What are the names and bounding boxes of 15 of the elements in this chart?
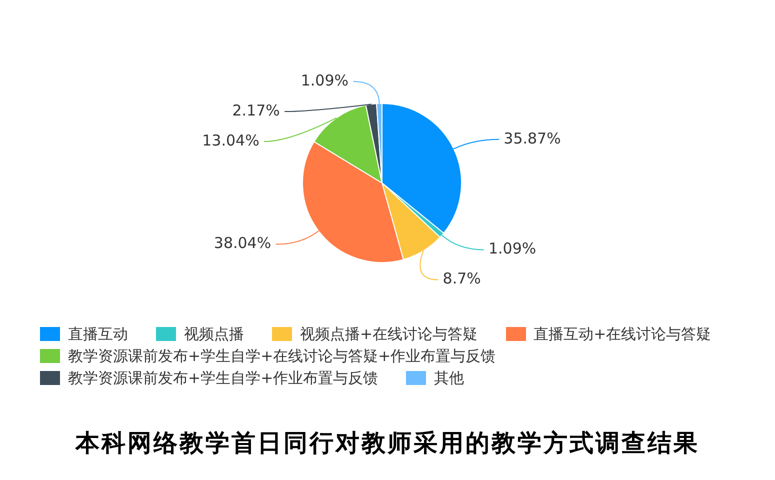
data-label: 8.7% (442, 270, 481, 288)
data-label: 2.17% (232, 101, 280, 120)
legend-label: 教学资源课前发布+学生自学+作业布置与反馈 (68, 369, 378, 387)
legend-label: 直播互动 (68, 325, 128, 343)
legend-label: 其他 (434, 369, 464, 387)
data-label: 35.87% (504, 129, 561, 148)
data-label: 1.09% (488, 240, 536, 258)
legend-label: 视频点播+在线讨论与答疑 (300, 325, 478, 343)
data-label: 38.04% (214, 234, 272, 252)
data-label: 13.04% (202, 131, 260, 150)
legend-label: 直播互动+在线讨论与答疑 (534, 325, 712, 343)
text: 本科网络教学首日同行对教师采用的教学方式调查结果 (74, 428, 700, 458)
legend-label: 视频点播 (184, 325, 244, 343)
data-label: 1.09% (300, 71, 349, 90)
legend-label: 教学资源课前发布+学生自学+在线讨论与答疑+作业布置与反馈 (68, 347, 496, 365)
